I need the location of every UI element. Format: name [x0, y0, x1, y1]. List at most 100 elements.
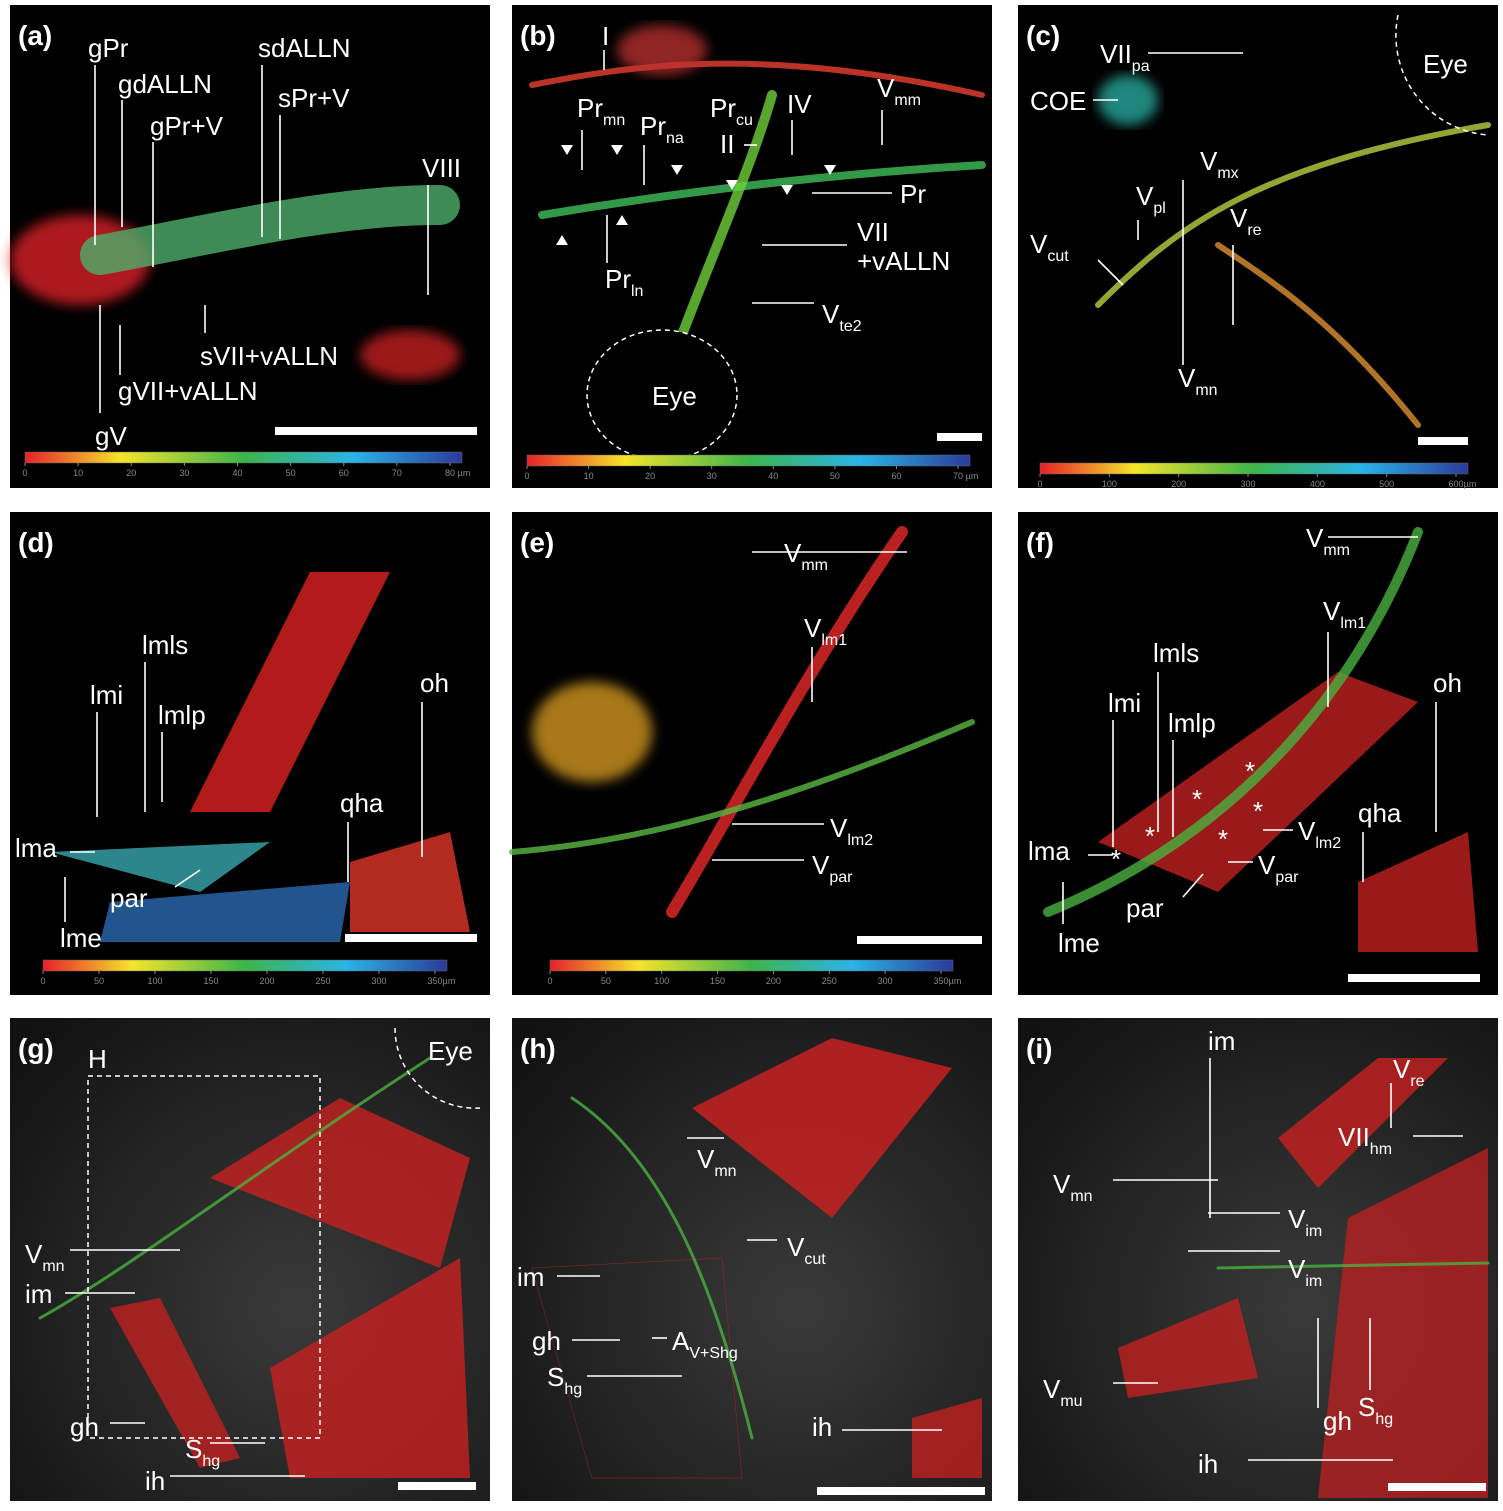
- colorbar-tick-label: 0: [22, 468, 27, 478]
- label-subscript: lm2: [1315, 835, 1341, 852]
- label-subscript: V+Shg: [689, 1345, 737, 1362]
- label-main: V: [1136, 181, 1154, 211]
- structure-label: Vre: [1230, 203, 1262, 239]
- label-main: V: [1258, 850, 1276, 880]
- structure-label: Shg: [185, 1434, 220, 1470]
- structure-label: Vmn: [697, 1144, 737, 1180]
- structure-label: H: [88, 1044, 107, 1074]
- label-main: S: [185, 1434, 202, 1464]
- muscle: [912, 1398, 982, 1478]
- label-subscript: mn: [714, 1163, 736, 1180]
- label-main: V: [822, 299, 840, 329]
- label-subscript: cu: [736, 112, 753, 129]
- nerve: [529, 60, 985, 98]
- colorbar-tick-label: 150: [203, 976, 218, 986]
- arrowhead: [671, 165, 683, 175]
- label-main: V: [25, 1239, 43, 1269]
- structure-label: gdALLN: [118, 69, 212, 99]
- panel: (a) gPr gdALLN gPr+V sdALLN sPr+V VIII sVII+vAL…: [10, 5, 490, 488]
- structure-label: lmls: [1153, 638, 1199, 668]
- muscle: [1358, 832, 1478, 952]
- colorbar-tick-label: 350: [427, 976, 442, 986]
- label-subscript: te2: [839, 318, 861, 335]
- label-subscript: ln: [631, 283, 643, 300]
- colorbar-tick-label: 50: [94, 976, 104, 986]
- tissue: [617, 25, 707, 75]
- muscle: [210, 1098, 470, 1268]
- colorbar-tick-label: 0: [547, 976, 552, 986]
- arrowhead: [781, 185, 793, 195]
- colorbar-tick-label: 300: [371, 976, 386, 986]
- structure-label: gh: [532, 1326, 561, 1356]
- nerve: [666, 526, 908, 918]
- muscle: [110, 1298, 240, 1468]
- structure-label: Prln: [605, 264, 643, 300]
- muscle: [50, 842, 270, 892]
- structure-label: gPr: [88, 33, 129, 63]
- label-main: V: [830, 813, 848, 843]
- label-subscript: mm: [1323, 542, 1350, 559]
- structure-label: par: [110, 883, 148, 913]
- structure-label: Vim: [1288, 1254, 1322, 1290]
- colorbar: [1039, 462, 1469, 475]
- structure-label: par: [1126, 893, 1164, 923]
- structure-label: Vmu: [1043, 1374, 1083, 1410]
- colorbar-tick-label: 80: [445, 468, 455, 478]
- nerve: [677, 90, 777, 340]
- label-subscript: na: [666, 130, 684, 147]
- label-subscript: lm1: [1340, 615, 1366, 632]
- colorbar: [24, 451, 463, 464]
- panel-letter: (h): [520, 1033, 556, 1064]
- structure-label: lmi: [90, 680, 123, 710]
- label-main: S: [547, 1362, 564, 1392]
- label-subscript: mm: [801, 557, 828, 574]
- structure-label: Vre: [1393, 1054, 1425, 1090]
- label-subscript: pl: [1153, 200, 1165, 217]
- label-main: V: [1306, 523, 1324, 553]
- colorbar-tick-label: 250: [822, 976, 837, 986]
- colorbar-tick-label: 50: [286, 468, 296, 478]
- tissue: [1098, 75, 1158, 125]
- scale-bar: [937, 433, 982, 441]
- arrowhead: [726, 180, 738, 190]
- label-subscript: hm: [1370, 1141, 1392, 1158]
- structure-label: lmi: [1108, 688, 1141, 718]
- scale-bar: [817, 1487, 985, 1495]
- panel-letter: (f): [1026, 527, 1054, 558]
- colorbar-tick-label: 30: [707, 471, 717, 481]
- label-subscript: mu: [1060, 1393, 1082, 1410]
- label-main: V: [787, 1232, 805, 1262]
- structure-label: gh: [70, 1412, 99, 1442]
- nerve: [570, 1096, 754, 1440]
- asterisk: *: [1192, 784, 1202, 814]
- structure-label: Vmm: [877, 73, 921, 109]
- label-main: V: [784, 538, 802, 568]
- structure-label: Vlm1: [1323, 596, 1366, 632]
- nerve: [1216, 1261, 1490, 1270]
- label-subscript: re: [1247, 222, 1261, 239]
- arrowhead: [561, 145, 573, 155]
- colorbar-unit: µm: [949, 976, 962, 986]
- structure-label: VIIpa: [1100, 39, 1150, 75]
- nerve: [1043, 527, 1423, 917]
- structure-label: lmlp: [1168, 708, 1216, 738]
- structure-label: Vpar: [1258, 850, 1299, 886]
- structure-label: AV+Shg: [672, 1326, 738, 1362]
- colorbar-tick-label: 50: [601, 976, 611, 986]
- asterisk: *: [1253, 796, 1263, 826]
- colorbar-tick-label: 70: [953, 471, 963, 481]
- colorbar: [526, 454, 971, 467]
- scale-bar: [1418, 437, 1468, 445]
- label-subscript: lm2: [847, 832, 873, 849]
- structure-label: lme: [1058, 928, 1100, 958]
- panel-letter: (b): [520, 20, 556, 51]
- label-subscript: re: [1410, 1073, 1424, 1090]
- structure-label: Vmm: [784, 538, 828, 574]
- colorbar-tick-label: 600: [1448, 479, 1463, 489]
- label-main: V: [1053, 1169, 1071, 1199]
- structure-label: gh: [1323, 1406, 1352, 1436]
- label-main: V: [804, 613, 822, 643]
